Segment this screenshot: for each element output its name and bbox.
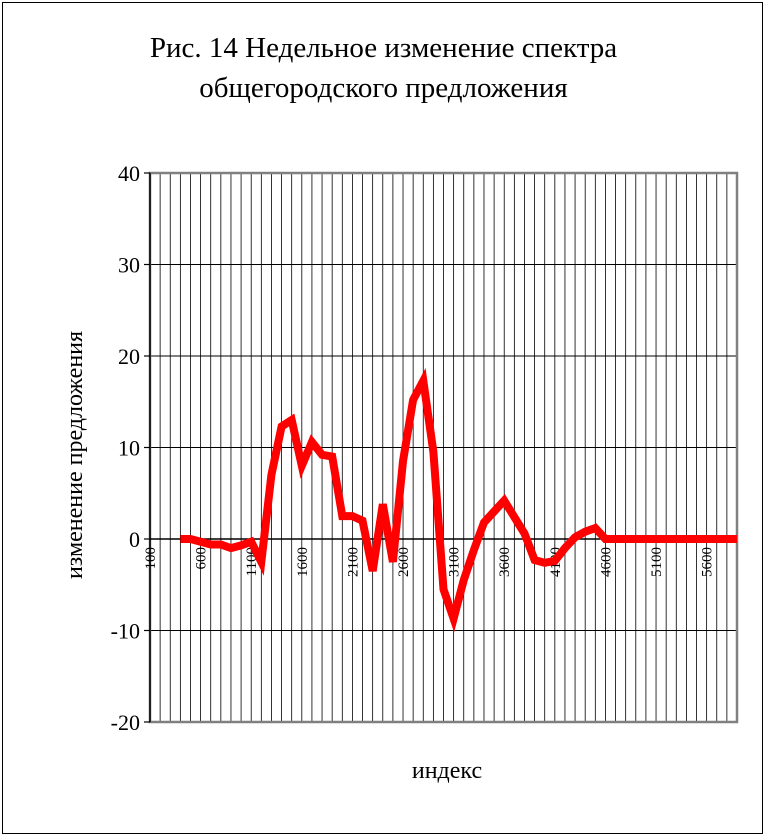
y-tick-label: 10 xyxy=(118,436,140,461)
chart-title: Рис. 14 Недельное изменение спектра обще… xyxy=(0,28,767,108)
x-tick-label: 4600 xyxy=(598,547,614,577)
series-group xyxy=(180,367,738,633)
y-tick-label: 40 xyxy=(118,161,140,186)
x-tick-labels: 100 600 1100 1600 2100 2600 3100 3600 4100 4600 51… xyxy=(143,547,716,577)
x-tick-label: 5100 xyxy=(649,547,665,577)
y-tick-label: 0 xyxy=(129,527,140,552)
y-tick-label: 30 xyxy=(118,253,140,278)
x-tick-label: 2600 xyxy=(396,547,412,577)
chart-title-line-2: общегородского предложения xyxy=(199,72,568,104)
y-tick-label: 20 xyxy=(118,344,140,369)
y-tick-label: -10 xyxy=(111,619,140,644)
x-tick-label: 5600 xyxy=(700,547,716,577)
y-axis-title: изменение предложения xyxy=(62,331,88,579)
x-tick-label: 2100 xyxy=(345,547,361,577)
x-tick-label: 100 xyxy=(143,547,159,570)
y-tick-label: -20 xyxy=(111,710,140,735)
x-axis-title: индекс xyxy=(412,758,482,784)
y-tick-labels: -20 -10 0 10 20 30 40 xyxy=(111,161,150,735)
x-tick-label: 600 xyxy=(194,547,210,570)
series-line xyxy=(180,367,737,633)
x-tick-label: 3600 xyxy=(497,547,513,577)
chart-title-line-1: Рис. 14 Недельное изменение спектра xyxy=(149,32,618,64)
x-tick-label: 3100 xyxy=(447,547,463,577)
x-tick-label: 1600 xyxy=(295,547,311,577)
